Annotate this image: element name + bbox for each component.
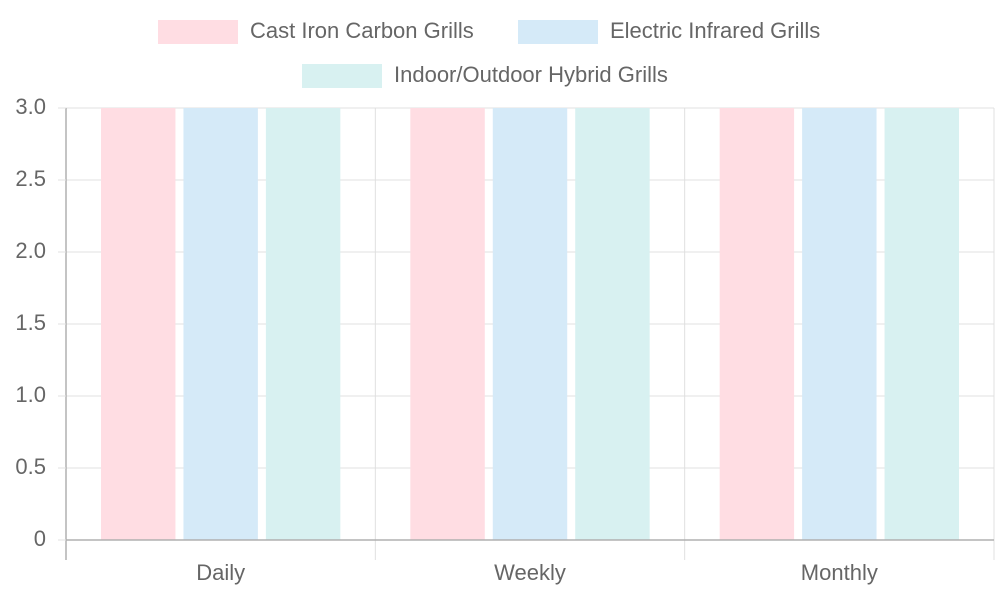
x-tick-label-monthly: Monthly	[801, 560, 878, 585]
y-tick-label: 2.5	[15, 166, 46, 191]
y-tick-label: 2.0	[15, 238, 46, 263]
bar-monthly-1[interactable]	[719, 108, 795, 540]
y-tick-label: 3.0	[15, 94, 46, 119]
bar-monthly-3[interactable]	[884, 108, 959, 540]
bar-monthly-2[interactable]	[802, 108, 877, 540]
legend-label-3[interactable]: Indoor/Outdoor Hybrid Grills	[394, 62, 668, 87]
x-tick-label-daily: Daily	[196, 560, 245, 585]
bar-weekly-1[interactable]	[410, 108, 485, 540]
legend-swatch-3[interactable]	[302, 64, 382, 88]
axes	[65, 108, 994, 560]
y-tick-label: 1.5	[15, 310, 46, 335]
y-tick-label: 0.5	[15, 454, 46, 479]
bar-daily-1[interactable]	[101, 108, 176, 540]
legend-swatch-1[interactable]	[158, 20, 238, 44]
y-tick-label: 1.0	[15, 382, 46, 407]
x-tick-label-weekly: Weekly	[494, 560, 566, 585]
bar-weekly-2[interactable]	[492, 108, 568, 540]
legend-swatch-2[interactable]	[518, 20, 598, 44]
y-axis-ticks: 0 0.5 1.0 1.5 2.0 2.5 3.0	[15, 94, 66, 551]
y-tick-label: 0	[34, 526, 46, 551]
x-axis-ticks: Daily Weekly Monthly	[196, 560, 878, 585]
bar-daily-3[interactable]	[265, 108, 341, 540]
legend-label-2[interactable]: Electric Infrared Grills	[610, 18, 820, 43]
bar-daily-2[interactable]	[183, 108, 258, 540]
bar-weekly-3[interactable]	[575, 108, 650, 540]
bars	[101, 108, 959, 540]
legend: Cast Iron Carbon Grills Electric Infrared…	[158, 18, 820, 88]
legend-label-1[interactable]: Cast Iron Carbon Grills	[250, 18, 474, 43]
